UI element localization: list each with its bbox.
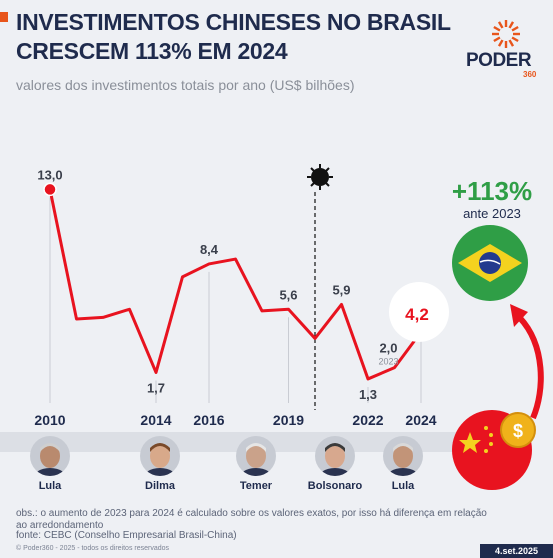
- growth-highlight: +113% ante 2023: [440, 176, 544, 221]
- president-2: Temer: [226, 436, 286, 492]
- x-tick-label-2024: 2024: [405, 412, 436, 428]
- data-label-2010: 13,0: [37, 167, 62, 182]
- data-label-2019: 5,6: [279, 287, 297, 302]
- data-label-2022: 1,3: [359, 387, 377, 402]
- president-name: Temer: [239, 480, 273, 492]
- president-photo-icon: [140, 436, 180, 476]
- copyright: © Poder360 - 2025 - todos os direitos re…: [16, 545, 170, 552]
- accent-bar: [0, 12, 8, 22]
- series-line: [48, 189, 423, 381]
- virus-icon: [307, 164, 333, 190]
- brand-sub: 360: [523, 70, 537, 79]
- brand-name: PODER: [466, 50, 532, 71]
- x-tick-label-2014: 2014: [140, 412, 171, 428]
- poder360-logo-icon: [492, 20, 520, 48]
- president-photo-icon: [236, 436, 276, 476]
- footnote: obs.: o aumento de 2023 para 2024 é calc…: [16, 508, 487, 531]
- x-tick-label-2022: 2022: [352, 412, 383, 428]
- data-label-2014: 1,7: [147, 380, 165, 395]
- date-badge: 4.set.2025: [480, 544, 553, 558]
- president-4: Lula: [373, 436, 433, 492]
- data-point-2010: [43, 182, 57, 197]
- president-3: Bolsonaro: [305, 436, 365, 492]
- president-1: Dilma: [130, 436, 190, 492]
- x-tick-label-2016: 2016: [193, 412, 224, 428]
- data-label-2021: 5,9: [332, 282, 350, 297]
- president-name: Lula: [38, 480, 62, 492]
- president-photo-icon: [383, 436, 423, 476]
- svg-text:$: $: [513, 421, 523, 441]
- chart-subtitle: valores dos investimentos totais por ano…: [16, 77, 355, 93]
- source-note: fonte: CEBC (Conselho Empresarial Brasil…: [16, 530, 237, 541]
- growth-percent: +113%: [451, 176, 533, 206]
- line-chart: 13,0 1,7 8,4 5,6 5,9 1,3 2,0 4,2 2023 2010 2014 201…: [34, 167, 449, 428]
- president-photo-icon: [315, 436, 355, 476]
- data-label-2023: 2,0: [379, 341, 397, 356]
- president-photo-icon: [30, 436, 70, 476]
- x-tick-label-2019: 2019: [273, 412, 304, 428]
- arrow-up-icon: [510, 304, 544, 420]
- president-name: Dilma: [145, 480, 175, 492]
- highlight-bubble: [389, 281, 449, 342]
- growth-comparison: ante 2023: [463, 206, 521, 221]
- sunburst-icon: [492, 20, 520, 48]
- data-label-2023-year: 2023: [378, 357, 398, 367]
- page-title: INVESTIMENTOS CHINESES NO BRASIL CRESCEM…: [16, 9, 451, 64]
- x-tick-label-2010: 2010: [34, 412, 65, 428]
- president-0: Lula: [20, 436, 80, 492]
- brazil-flag-icon: [452, 225, 528, 301]
- coin-icon: $: [500, 412, 536, 448]
- president-name: Bolsonaro: [307, 480, 363, 492]
- data-label-2024: 4,2: [405, 305, 429, 324]
- president-name: Lula: [391, 480, 415, 492]
- data-label-2016: 8,4: [200, 242, 219, 257]
